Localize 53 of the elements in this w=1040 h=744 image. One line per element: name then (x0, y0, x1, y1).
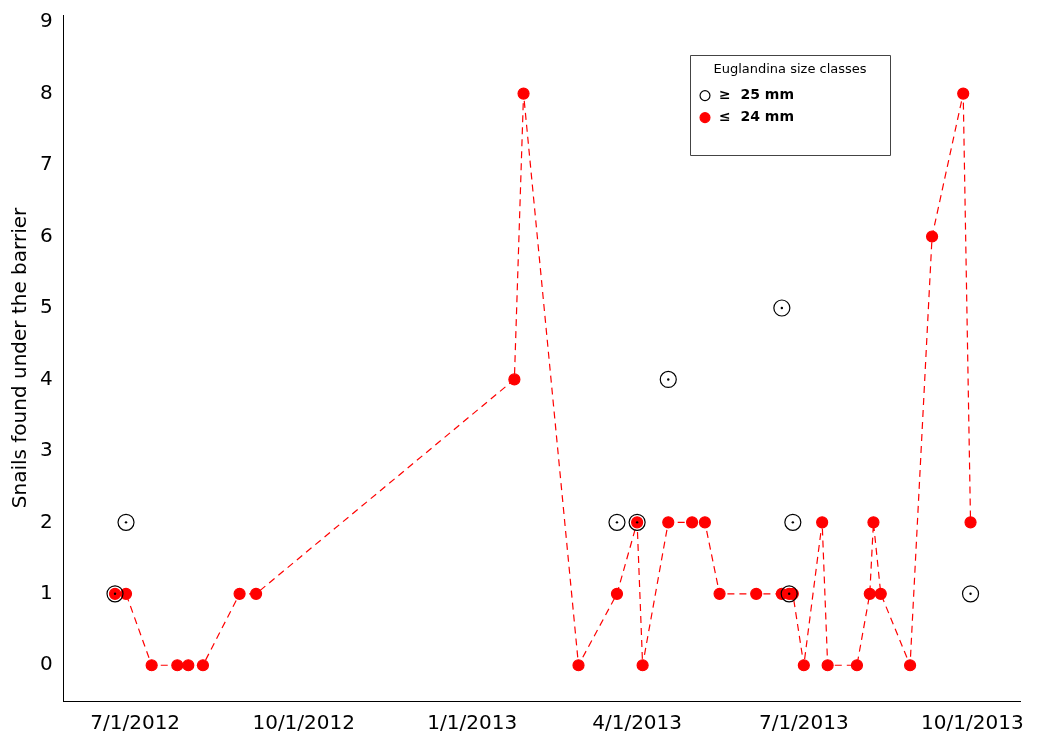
y-tick-label: 4 (39, 365, 53, 390)
point (508, 373, 521, 386)
point (821, 659, 834, 672)
y-tick-label: 3 (39, 437, 53, 462)
point (572, 659, 585, 672)
point (750, 587, 763, 600)
point (171, 659, 184, 672)
point (961, 585, 980, 603)
point (145, 659, 158, 672)
point (698, 516, 712, 529)
point (797, 659, 810, 672)
point (903, 659, 917, 672)
legend-label: ≥ 25 mm (719, 86, 795, 103)
x-tick-label: 7/1/2012 (90, 710, 181, 735)
point (196, 659, 210, 672)
point (925, 230, 939, 243)
point (685, 516, 699, 529)
x-tick-label: 7/1/2013 (758, 710, 849, 735)
point (610, 587, 624, 600)
point (850, 659, 864, 672)
x-tick-label: 10/1/2012 (252, 710, 355, 735)
point (964, 516, 977, 529)
point (713, 587, 726, 600)
y-tick-label: 8 (39, 79, 53, 104)
point (784, 513, 802, 531)
point (636, 659, 649, 672)
y-axis-title: Snails found under the barrier (7, 207, 32, 509)
y-tick-label: 6 (39, 222, 53, 247)
point (517, 87, 530, 100)
y-tick-label: 5 (39, 294, 53, 319)
point (816, 516, 829, 529)
point (957, 87, 970, 100)
point (863, 587, 876, 600)
point (867, 516, 880, 529)
y-tick-label: 0 (39, 651, 53, 676)
y-tick-label: 7 (39, 151, 53, 176)
x-tick-label: 10/1/2013 (921, 710, 1024, 735)
point (249, 587, 263, 600)
point (659, 370, 677, 389)
legend-title: Euglandina size classes (713, 60, 867, 76)
y-tick-label: 1 (39, 580, 53, 605)
x-tick-label: 4/1/2013 (592, 710, 683, 735)
y-tick-label: 9 (39, 8, 53, 33)
y-tick-label: 2 (39, 508, 53, 533)
point (233, 587, 246, 600)
point (773, 299, 791, 317)
point (874, 587, 887, 600)
point (117, 513, 135, 531)
point (662, 516, 675, 529)
legend-label: ≤ 24 mm (719, 108, 795, 125)
x-tick-label: 1/1/2013 (427, 710, 518, 735)
point (182, 659, 195, 672)
point (608, 513, 626, 531)
